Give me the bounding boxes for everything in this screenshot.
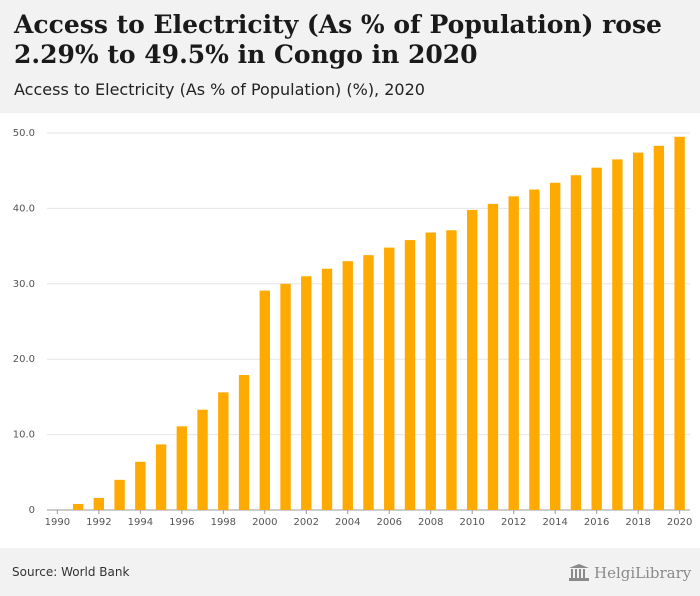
x-tick-label: 1994 [128,517,153,528]
bar-2011 [487,203,499,510]
bar-2008 [425,232,436,510]
x-tick-label: 2004 [335,517,360,528]
x-tick-label: 1990 [45,517,70,528]
bar-2003 [321,268,333,510]
bar-2007 [404,240,416,510]
bar-2019 [653,145,665,510]
x-tick-label: 1998 [211,517,236,528]
x-tick-label: 1996 [169,517,194,528]
x-tick-label: 2016 [584,517,609,528]
header: Access to Electricity (As % of Populatio… [0,0,700,113]
y-tick-label: 0 [29,505,35,516]
chart-subtitle: Access to Electricity (As % of Populatio… [14,80,425,99]
y-tick-label: 20.0 [13,354,35,365]
bar-2012 [508,196,519,510]
bar-2009 [446,230,457,510]
x-tick-label: 2020 [667,517,692,528]
bar-1999 [238,375,250,510]
bar-1997 [197,409,208,510]
bar-2010 [467,209,478,510]
bar-2018 [632,152,644,510]
x-tick-label: 2002 [294,517,319,528]
bar-2006 [384,247,395,510]
x-tick-label: 2000 [252,517,277,528]
bar-1998 [218,392,229,510]
y-tick-label: 50.0 [13,128,35,139]
bar-1991 [72,503,84,510]
plot-area: 0 10.0 20.0 30.0 40.0 50.0 1990 1992 1994 1996 199… [0,113,700,548]
y-tick-label: 40.0 [13,203,35,214]
x-tick-label: 2012 [501,517,526,528]
bar-2015 [570,175,582,510]
brand-logo: HelgiLibrary [568,562,694,584]
bar-chart: 0 10.0 20.0 30.0 40.0 50.0 1990 1992 1994 1996 199… [13,128,693,528]
chart-title: Access to Electricity (As % of Populatio… [14,10,662,69]
bar-2000 [259,290,270,510]
y-tick-label: 30.0 [13,279,35,290]
bar-2005 [363,255,374,510]
source-note: Source: World Bank [12,565,130,579]
x-tick-label: 2018 [625,517,650,528]
x-tick-label: 2010 [459,517,484,528]
bar-2002 [301,276,312,510]
bar-2017 [612,159,623,510]
y-tick-label: 10.0 [13,430,35,441]
bar-2014 [549,182,561,510]
bar-1992 [93,497,105,510]
bar-1996 [176,426,188,510]
x-tick-label: 1992 [86,517,111,528]
brand-name: HelgiLibrary [594,564,692,582]
bar-2001 [280,283,291,510]
x-tick-label: 2014 [542,517,567,528]
bar-2004 [342,261,353,510]
bar-2013 [529,189,540,511]
bar-1993 [114,479,125,510]
bar-2020 [674,136,685,510]
library-icon [569,564,589,581]
x-tick-label: 2006 [377,517,402,528]
bar-1994 [135,461,146,510]
x-tick-label: 2008 [418,517,443,528]
bar-1995 [155,444,167,510]
bar-2016 [591,167,602,510]
